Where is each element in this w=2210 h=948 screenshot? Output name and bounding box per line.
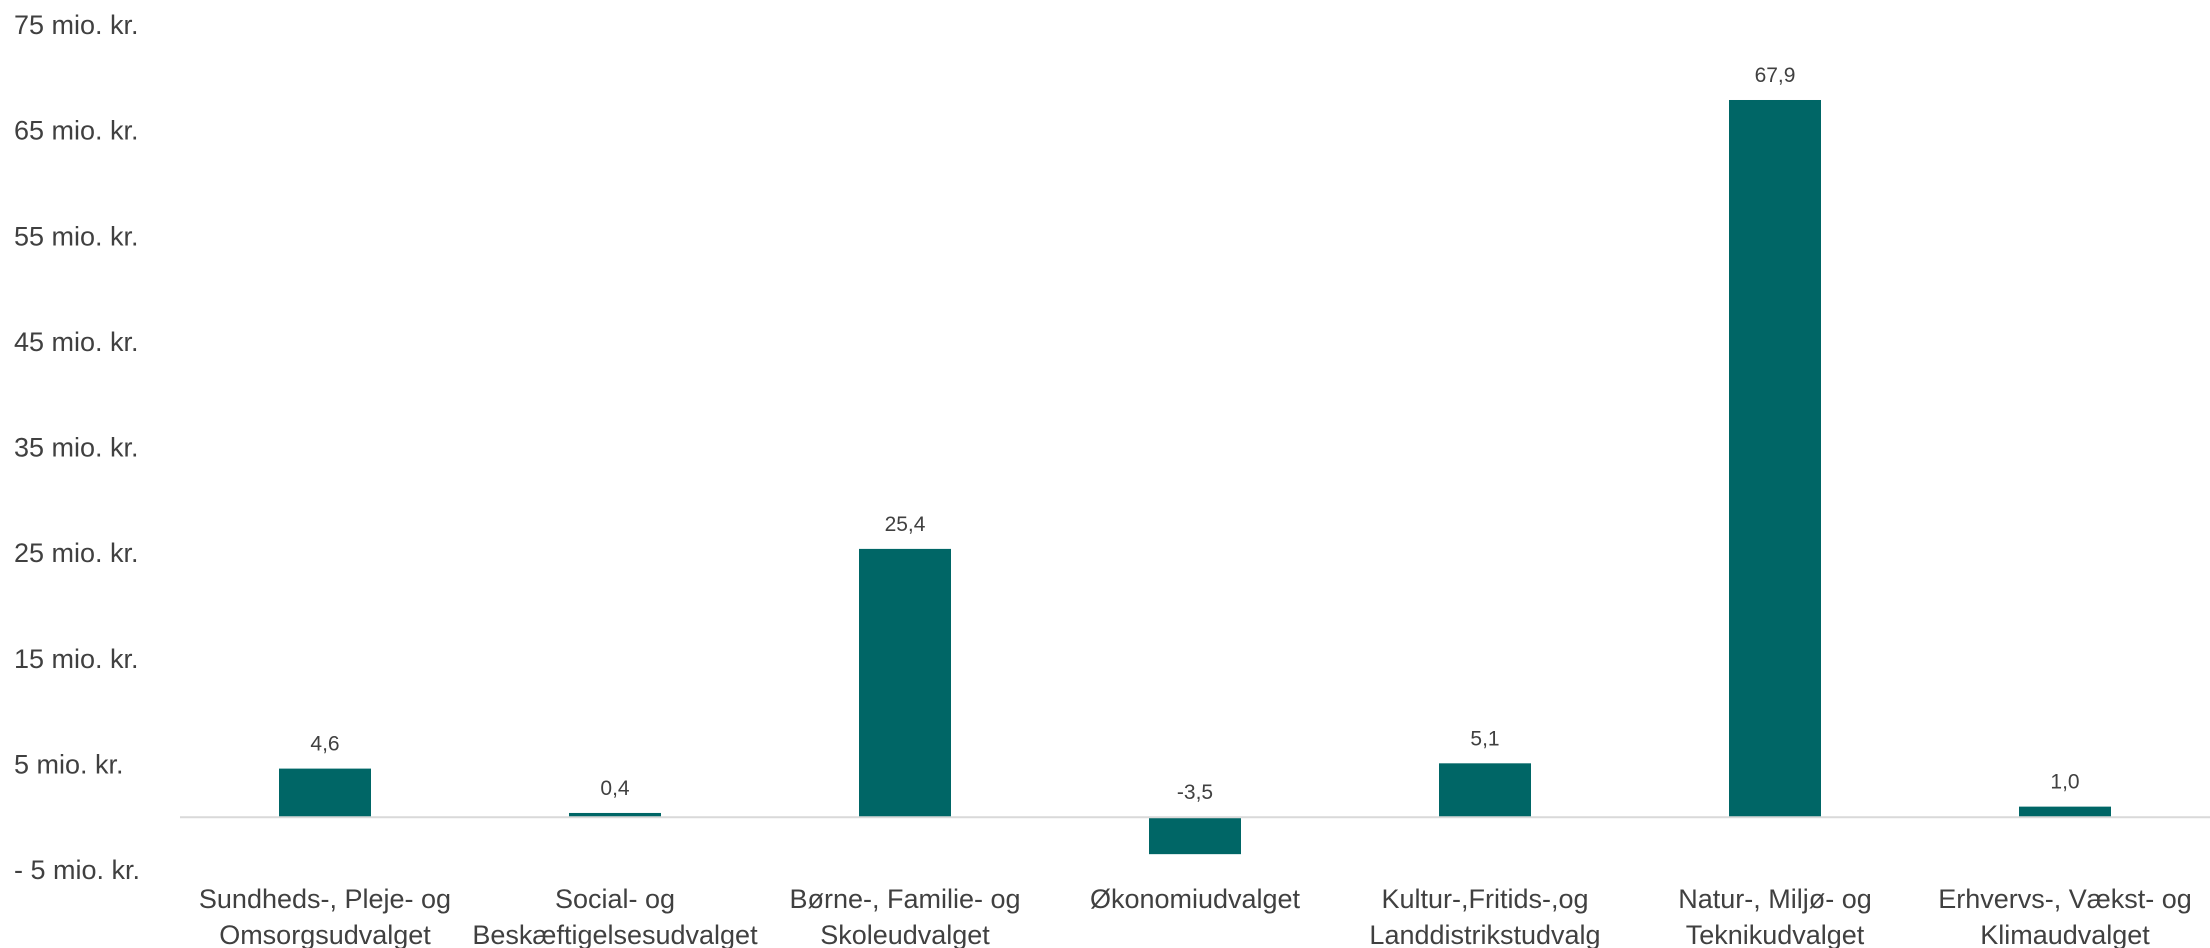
x-category-label-line: Skoleudvalget bbox=[820, 920, 990, 948]
y-tick-label: 45 mio. kr. bbox=[14, 327, 139, 357]
x-category-label-line: Beskæftigelsesudvalget bbox=[472, 920, 758, 948]
bar bbox=[1729, 99, 1821, 818]
bar bbox=[2019, 806, 2111, 818]
y-axis-tick-labels: - 5 mio. kr. 5 mio. kr. 15 mio. kr. 25 mio.… bbox=[14, 10, 140, 885]
bars bbox=[279, 99, 2111, 855]
x-category-label: Børne-, Familie- og Skoleudvalget bbox=[789, 884, 1020, 948]
x-category-label-line: Omsorgsudvalget bbox=[219, 920, 431, 948]
x-category-label: Kultur-,Fritids-,og Landdistrikstudvalg bbox=[1369, 884, 1600, 948]
x-category-label: Natur-, Miljø- og Teknikudvalget bbox=[1678, 884, 1872, 948]
bar bbox=[279, 768, 371, 818]
data-label: 4,6 bbox=[310, 733, 339, 756]
bar bbox=[1149, 817, 1241, 855]
x-category-label-line: Klimaudvalget bbox=[1980, 920, 2150, 948]
x-category-label-line: Økonomiudvalget bbox=[1090, 884, 1301, 914]
x-category-label: Sundheds-, Pleje- og Omsorgsudvalget bbox=[199, 884, 451, 948]
y-tick-label: 65 mio. kr. bbox=[14, 116, 139, 146]
x-category-label: Erhvervs-, Vækst- og Klimaudvalget bbox=[1938, 884, 2192, 948]
y-tick-label: 15 mio. kr. bbox=[14, 644, 139, 674]
x-category-label-line: Landdistrikstudvalg bbox=[1369, 920, 1600, 948]
data-labels: 4,6 0,4 25,4 -3,5 5,1 67,9 1,0 bbox=[310, 64, 2079, 804]
y-tick-label: 75 mio. kr. bbox=[14, 10, 139, 40]
x-category-label-line: Teknikudvalget bbox=[1686, 920, 1865, 948]
bar bbox=[569, 812, 661, 818]
x-category-label-line: Social- og bbox=[555, 884, 675, 914]
x-category-label: Social- og Beskæftigelsesudvalget bbox=[472, 884, 758, 948]
data-label: 25,4 bbox=[885, 513, 926, 536]
x-axis-category-labels: Sundheds-, Pleje- og Omsorgsudvalget Socia… bbox=[199, 884, 2192, 948]
y-tick-label: 5 mio. kr. bbox=[14, 749, 124, 779]
y-tick-label: 35 mio. kr. bbox=[14, 433, 139, 463]
x-category-label-line: Erhvervs-, Vækst- og bbox=[1938, 884, 2192, 914]
x-category-label-line: Natur-, Miljø- og bbox=[1678, 884, 1872, 914]
bar bbox=[1439, 763, 1531, 818]
x-category-label-line: Kultur-,Fritids-,og bbox=[1381, 884, 1588, 914]
data-label: 5,1 bbox=[1470, 727, 1499, 750]
x-category-label-line: Børne-, Familie- og bbox=[789, 884, 1020, 914]
y-tick-label: 25 mio. kr. bbox=[14, 538, 139, 568]
data-label: -3,5 bbox=[1177, 781, 1213, 804]
y-tick-label: 55 mio. kr. bbox=[14, 221, 139, 251]
bar bbox=[859, 548, 951, 818]
data-label: 0,4 bbox=[600, 777, 630, 800]
x-category-label: Økonomiudvalget bbox=[1090, 884, 1301, 914]
data-label: 1,0 bbox=[2050, 771, 2079, 794]
y-tick-label: - 5 mio. kr. bbox=[14, 855, 140, 885]
data-label: 67,9 bbox=[1755, 64, 1796, 87]
x-category-label-line: Sundheds-, Pleje- og bbox=[199, 884, 451, 914]
